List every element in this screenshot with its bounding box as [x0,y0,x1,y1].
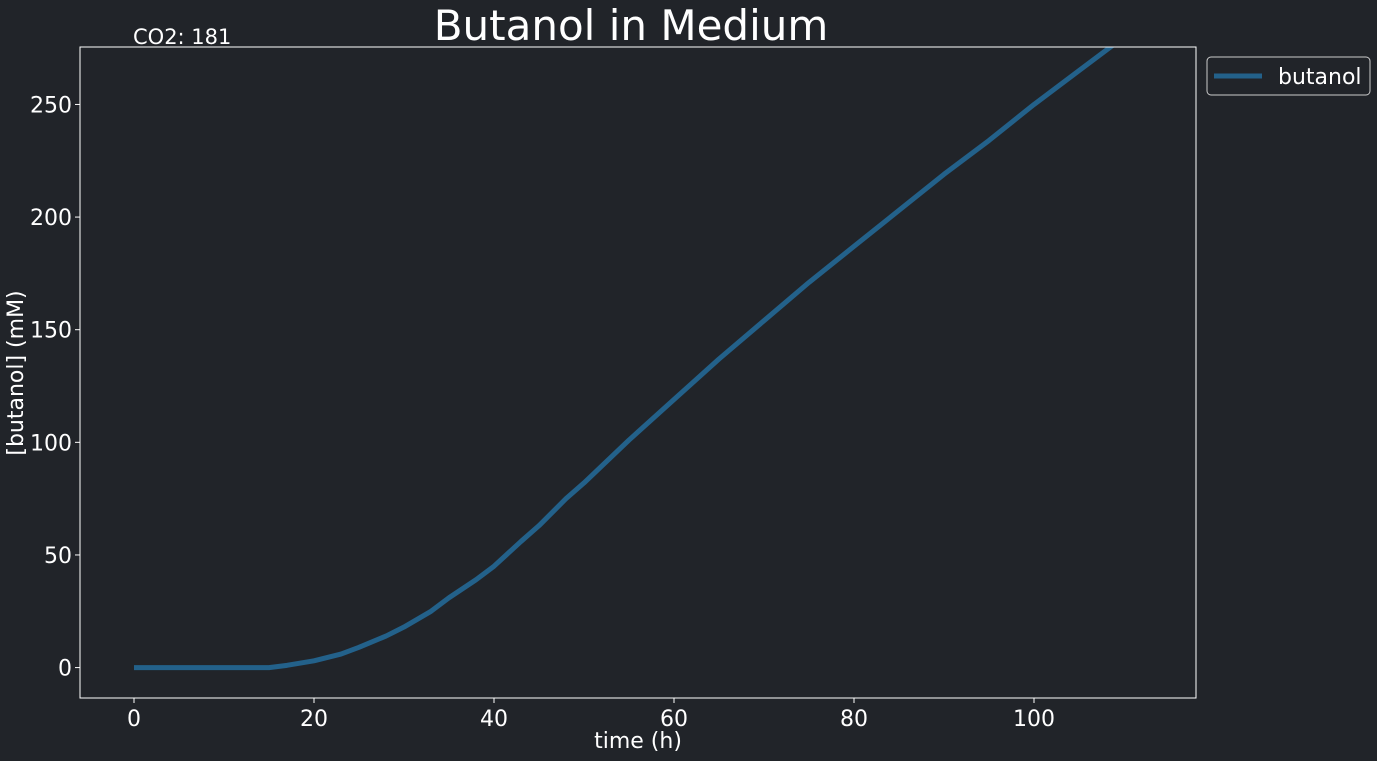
y-tick-label: 50 [44,544,72,569]
x-tick-label: 0 [127,707,141,732]
x-tick-label: 60 [660,707,688,732]
y-axis-label: [butanol] (mM) [4,290,29,455]
x-tick-label: 80 [840,707,868,732]
x-tick-label: 40 [480,707,508,732]
y-tick-label: 150 [30,319,72,344]
y-tick-label: 250 [30,93,72,118]
legend[interactable]: butanol [1206,56,1371,96]
y-tick-label: 100 [30,431,72,456]
y-axis-ticks: 0 50 100 150 200 250 [30,93,80,682]
x-axis-label: time (h) [594,729,682,754]
legend-label-butanol: butanol [1278,65,1362,90]
plot-area [134,47,1115,671]
x-tick-label: 20 [300,707,328,732]
legend-box [1206,56,1371,96]
y-tick-label: 0 [58,657,72,682]
x-axis-ticks: 0 20 40 60 80 100 [127,698,1055,732]
axes-frame [79,46,1197,699]
chart-title: Butanol in Medium [434,1,829,50]
series-line-butanol [134,47,1115,671]
co2-annotation: CO2: 181 [133,25,231,49]
x-tick-label: 100 [1013,707,1055,732]
y-tick-label: 200 [30,206,72,231]
